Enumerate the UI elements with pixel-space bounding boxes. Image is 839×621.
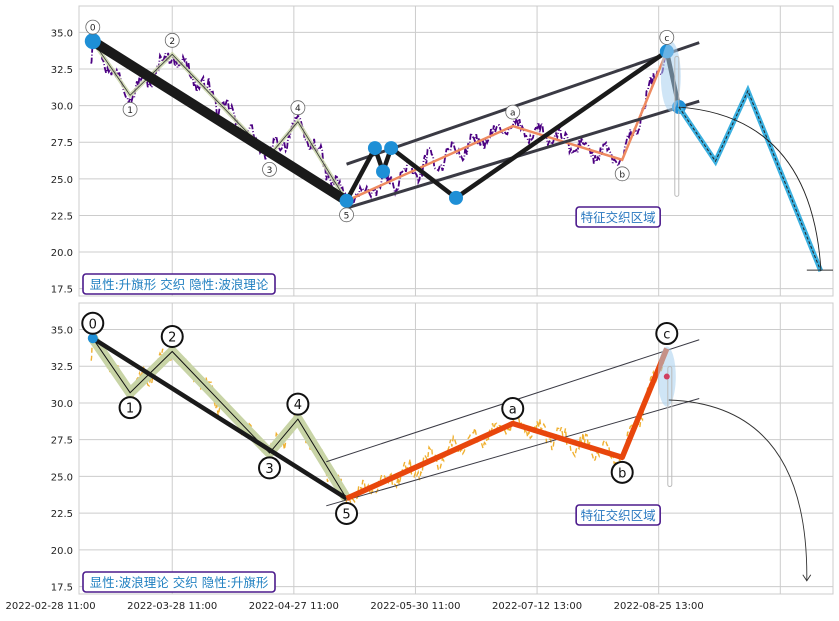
y-tick-label: 25.0 bbox=[51, 472, 73, 483]
wave-label-5: 5 bbox=[342, 507, 350, 522]
flag-node-point bbox=[384, 141, 399, 156]
y-tick-label: 22.5 bbox=[51, 211, 73, 222]
channel-lower-line bbox=[346, 99, 700, 210]
y-tick-label: 35.0 bbox=[51, 325, 73, 336]
flag-pole-line bbox=[91, 336, 348, 501]
highlight-ellipse bbox=[660, 41, 681, 112]
wave-label-0: 0 bbox=[89, 317, 97, 332]
y-tick-label: 30.0 bbox=[51, 399, 73, 410]
target-arc bbox=[668, 399, 808, 581]
annotation-text: 显性:升旗形 交织 隐性:波浪理论 bbox=[90, 277, 269, 292]
y-tick-label: 32.5 bbox=[51, 65, 73, 76]
chart-panel-bottom: 17.5 20.0 22.5 25.0 27.5 30.0 32.5 35.0 0 1 2 3 4 5 a b… bbox=[51, 302, 834, 595]
wave-label-0: 0 bbox=[90, 24, 96, 34]
wave-label-1: 1 bbox=[127, 106, 133, 116]
highlight-bar bbox=[667, 366, 673, 488]
wave-label-circle bbox=[286, 392, 310, 416]
plot-area-bottom bbox=[87, 331, 812, 582]
highlight-bar bbox=[674, 55, 680, 197]
plot-frame bbox=[78, 5, 834, 297]
wave-label-b: b bbox=[619, 170, 625, 180]
wave-label-a: a bbox=[509, 403, 517, 418]
chart-panel-top: 17.5 20.0 22.5 25.0 27.5 30.0 32.5 35.0 0 1 2 3 4 5 a b… bbox=[51, 5, 834, 297]
wave-start-point bbox=[87, 333, 98, 344]
target-arc bbox=[678, 106, 822, 270]
wave-label-2: 2 bbox=[169, 37, 175, 47]
projection-center-line bbox=[678, 89, 822, 272]
wave-label-circle bbox=[335, 501, 359, 525]
wave-label-circle bbox=[118, 396, 142, 420]
wave-label-circle bbox=[164, 32, 180, 48]
wave-label-3: 3 bbox=[265, 462, 273, 477]
abc-correction-line bbox=[345, 347, 670, 501]
annotation-box bbox=[82, 273, 276, 295]
wave-label-circle bbox=[290, 100, 306, 116]
wave-label-c: c bbox=[664, 34, 669, 44]
y-tick-label: 20.0 bbox=[51, 248, 73, 259]
y-tick-label: 17.5 bbox=[51, 583, 73, 594]
wave-label-3: 3 bbox=[267, 166, 273, 176]
plot-frame bbox=[78, 302, 834, 595]
y-tick-label: 20.0 bbox=[51, 546, 73, 557]
plot-area-top bbox=[84, 33, 833, 273]
y-tick-label: 22.5 bbox=[51, 509, 73, 520]
y-tick-label: 35.0 bbox=[51, 28, 73, 39]
zone-label-text: 特征交织区域 bbox=[581, 210, 656, 225]
y-tick-label: 27.5 bbox=[51, 436, 73, 447]
annotation-box bbox=[82, 571, 276, 593]
wave-label-1: 1 bbox=[126, 402, 134, 417]
target-arrowhead bbox=[802, 574, 812, 582]
wave-label-c: c bbox=[663, 328, 670, 343]
zone-label-text: 特征交织区域 bbox=[581, 508, 656, 523]
flag-node-point bbox=[339, 193, 354, 208]
annotation-text: 显性:波浪理论 交织 隐性:升旗形 bbox=[90, 575, 269, 590]
abc-correction-line bbox=[346, 50, 668, 202]
x-tick-label: 2022-05-30 11:00 bbox=[370, 601, 460, 612]
wave-label-circle bbox=[655, 322, 679, 346]
wave-label-2: 2 bbox=[168, 331, 176, 346]
y-tick-label: 25.0 bbox=[51, 175, 73, 186]
wave-label-a: a bbox=[510, 109, 516, 119]
wave-label-circle bbox=[122, 101, 138, 117]
x-tick-label: 2022-03-28 11:00 bbox=[127, 601, 217, 612]
wave-label-4: 4 bbox=[295, 104, 301, 114]
wave-label-circle bbox=[160, 325, 184, 348]
wave-label-circle bbox=[262, 161, 277, 177]
flag-pole-line bbox=[87, 36, 352, 206]
impulse-wave-line bbox=[92, 338, 347, 499]
wave-label-circle bbox=[610, 460, 634, 484]
wave-label-4: 4 bbox=[294, 398, 302, 413]
impulse-wave-outline bbox=[92, 40, 347, 202]
flag-pole-start-point bbox=[84, 33, 101, 50]
price-series-line bbox=[90, 36, 668, 209]
wave-label-circle bbox=[85, 19, 101, 35]
y-tick-label: 30.0 bbox=[51, 102, 73, 113]
x-tick-label: 2022-07-12 13:00 bbox=[492, 601, 582, 612]
y-tick-label: 27.5 bbox=[51, 138, 73, 149]
x-tick-label: 2022-08-25 13:00 bbox=[614, 601, 704, 612]
wave-label-circle bbox=[258, 456, 282, 480]
wave-label-circle bbox=[659, 30, 675, 45]
zone-label-box bbox=[575, 504, 661, 526]
wave-label-circle bbox=[505, 104, 521, 120]
wave-label-circle bbox=[81, 311, 105, 335]
flag-node-point bbox=[376, 164, 391, 179]
flag-node-point bbox=[367, 141, 382, 156]
x-tick-label: 2022-04-27 11:00 bbox=[249, 601, 339, 612]
channel-upper-line bbox=[346, 41, 700, 166]
highlight-dot bbox=[663, 373, 670, 380]
flag-node-point bbox=[449, 190, 463, 205]
wave-label-circle bbox=[501, 397, 525, 421]
wave-label-circle bbox=[339, 207, 354, 223]
zone-label-box bbox=[575, 206, 661, 228]
x-tick-label: 2022-02-28 11:00 bbox=[6, 601, 96, 612]
y-tick-label: 32.5 bbox=[51, 362, 73, 373]
wave-label-circle bbox=[614, 166, 630, 182]
wave-label-b: b bbox=[618, 466, 626, 481]
wave-label-5: 5 bbox=[344, 211, 350, 221]
y-tick-label: 17.5 bbox=[51, 285, 73, 296]
